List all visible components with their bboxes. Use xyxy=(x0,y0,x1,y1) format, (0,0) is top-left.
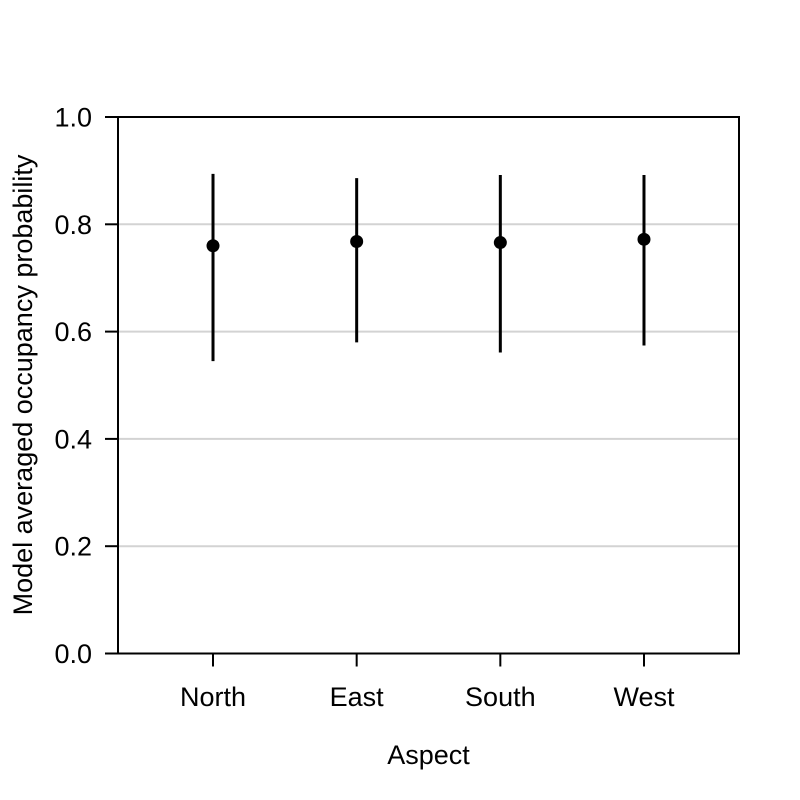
y-tick-label: 0.8 xyxy=(54,210,92,240)
data-point xyxy=(350,234,364,248)
x-axis-title: Aspect xyxy=(387,740,470,770)
y-tick-label: 0.6 xyxy=(54,317,92,347)
x-tick-label: East xyxy=(330,682,385,712)
data-point xyxy=(206,239,220,253)
x-tick-label: North xyxy=(180,682,246,712)
y-axis-title: Model averaged occupancy probability xyxy=(8,154,38,615)
x-tick-label: West xyxy=(613,682,675,712)
y-tick-label: 1.0 xyxy=(54,103,92,133)
y-tick-label: 0.2 xyxy=(54,532,92,562)
plot-border xyxy=(117,116,740,655)
data-point xyxy=(493,236,507,250)
y-tick-label: 0.4 xyxy=(54,424,92,454)
x-tick-label: South xyxy=(465,682,536,712)
y-tick-label: 0.0 xyxy=(54,639,92,669)
chart-plot-area: 0.0 0.2 0.4 0.6 0.8 1.0 North East South West xyxy=(54,103,740,712)
data-point xyxy=(637,232,651,246)
